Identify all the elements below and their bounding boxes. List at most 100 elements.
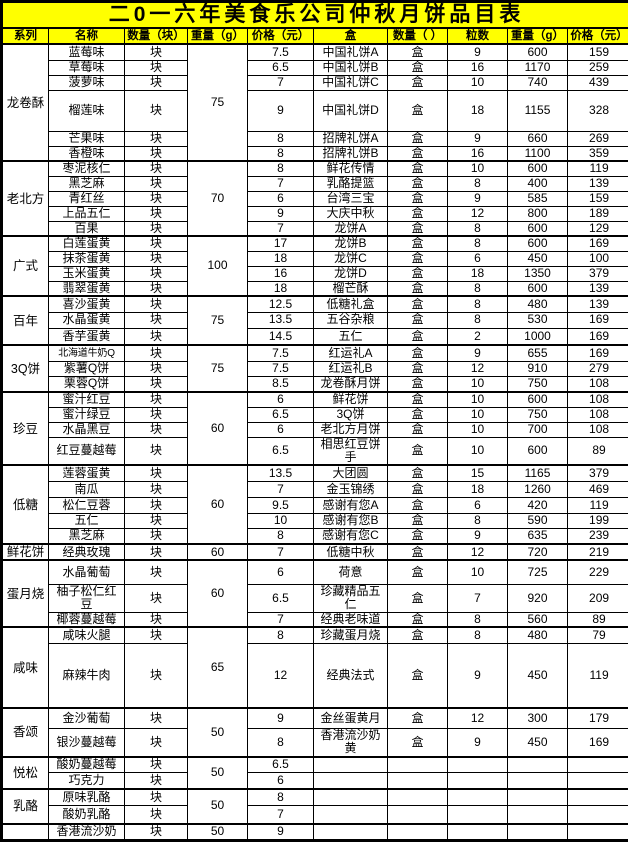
cell-price: 6 — [248, 773, 314, 789]
cell-name: 紫薯Q饼 — [49, 361, 125, 376]
cell-box-unit: 盒 — [388, 392, 448, 407]
cell-name: 翡翠蛋黄 — [49, 281, 125, 296]
cell-price: 7.5 — [248, 44, 314, 60]
cell-box-weight: 480 — [508, 296, 568, 312]
cell-name: 咸味火腿 — [49, 627, 125, 643]
cell-box-unit: 盒 — [388, 251, 448, 266]
cell-name: 香橙味 — [49, 146, 125, 161]
cell-box-price: 179 — [568, 708, 628, 728]
cell-price: 6 — [248, 560, 314, 584]
cell-box-weight: 725 — [508, 560, 568, 584]
cell-box-name: 低糖礼盒 — [314, 296, 388, 312]
cell-box-unit: 盒 — [388, 584, 448, 612]
cell-price: 9.5 — [248, 497, 314, 513]
cell-name: 柚子松仁红豆 — [49, 584, 125, 612]
cell-box-weight: 450 — [508, 728, 568, 756]
cell-unit: 块 — [125, 44, 188, 60]
cell-count: 6 — [448, 497, 508, 513]
cell-unit: 块 — [125, 392, 188, 407]
cell-series: 鲜花饼 — [3, 544, 49, 560]
cell-box-price: 119 — [568, 497, 628, 513]
cell-price: 18 — [248, 251, 314, 266]
column-header-9: 价格（元） — [568, 28, 628, 44]
cell-box-weight: 300 — [508, 708, 568, 728]
cell-box-price — [568, 806, 628, 824]
cell-box-name: 榴芒酥 — [314, 281, 388, 296]
cell-count: 10 — [448, 407, 508, 422]
cell-price: 8 — [248, 627, 314, 643]
cell-name: 栗蓉Q饼 — [49, 376, 125, 392]
cell-box-price: 108 — [568, 422, 628, 437]
cell-box-price: 359 — [568, 146, 628, 161]
cell-unit: 块 — [125, 544, 188, 560]
cell-box-name: 中国礼饼B — [314, 60, 388, 75]
page-title: 二0一六年美食乐公司仲秋月饼品目表 — [3, 3, 628, 29]
cell-count — [448, 757, 508, 773]
cell-unit: 块 — [125, 131, 188, 146]
cell-unit: 块 — [125, 221, 188, 236]
cell-name: 榴莲味 — [49, 90, 125, 131]
cell-box-unit: 盒 — [388, 513, 448, 528]
cell-box-unit: 盒 — [388, 44, 448, 60]
cell-box-name: 中国礼饼A — [314, 44, 388, 60]
cell-price: 8.5 — [248, 376, 314, 392]
cell-name: 椰蓉蔓越莓 — [49, 612, 125, 627]
cell-count — [448, 806, 508, 824]
cell-box-unit: 盒 — [388, 728, 448, 756]
cell-unit: 块 — [125, 497, 188, 513]
cell-box-price: 229 — [568, 560, 628, 584]
cell-weight: 50 — [188, 757, 248, 789]
cell-box-weight: 450 — [508, 251, 568, 266]
cell-name: 枣泥核仁 — [49, 161, 125, 176]
cell-series: 3Q饼 — [3, 345, 49, 392]
cell-name: 经典玫瑰 — [49, 544, 125, 560]
cell-price: 7 — [248, 75, 314, 90]
cell-box-weight: 740 — [508, 75, 568, 90]
cell-box-name: 鲜花传情 — [314, 161, 388, 176]
cell-box-unit: 盒 — [388, 422, 448, 437]
cell-box-name: 荷意 — [314, 560, 388, 584]
cell-box-unit: 盒 — [388, 176, 448, 191]
cell-name: 松仁豆蓉 — [49, 497, 125, 513]
cell-price: 6.5 — [248, 60, 314, 75]
cell-series: 蛋月烧 — [3, 560, 49, 627]
cell-count: 9 — [448, 728, 508, 756]
cell-price: 7 — [248, 612, 314, 627]
cell-name: 百果 — [49, 221, 125, 236]
cell-box-unit: 盒 — [388, 560, 448, 584]
cell-box-unit: 盒 — [388, 376, 448, 392]
cell-count: 8 — [448, 312, 508, 328]
cell-box-name: 台湾三宝 — [314, 191, 388, 206]
cell-box-unit: 盒 — [388, 643, 448, 708]
cell-price: 6 — [248, 392, 314, 407]
cell-box-unit: 盒 — [388, 90, 448, 131]
cell-name: 白莲蛋黄 — [49, 236, 125, 251]
cell-box-price: 199 — [568, 513, 628, 528]
cell-box-unit: 盒 — [388, 146, 448, 161]
cell-box-price: 239 — [568, 528, 628, 544]
cell-name: 南瓜 — [49, 481, 125, 497]
cell-box-price: 379 — [568, 465, 628, 481]
column-header-2: 数量（块） — [125, 28, 188, 44]
cell-name: 上品五仁 — [49, 206, 125, 221]
cell-box-name: 龙饼A — [314, 221, 388, 236]
cell-price: 8 — [248, 161, 314, 176]
cell-box-unit: 盒 — [388, 296, 448, 312]
cell-name: 红豆蔓越莓 — [49, 437, 125, 465]
cell-box-unit: 盒 — [388, 60, 448, 75]
cell-unit: 块 — [125, 465, 188, 481]
cell-box-price: 139 — [568, 281, 628, 296]
cell-box-price — [568, 824, 628, 840]
cell-price: 13.5 — [248, 465, 314, 481]
cell-box-price: 328 — [568, 90, 628, 131]
